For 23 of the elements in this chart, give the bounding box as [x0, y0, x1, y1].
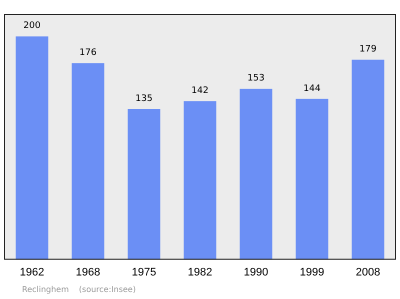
x-tick-label: 1968: [76, 266, 100, 278]
bar: [128, 108, 160, 260]
data-label: 153: [247, 74, 265, 84]
data-label: 176: [79, 48, 97, 58]
data-label: 200: [23, 21, 41, 32]
text: Reclinghem: [22, 285, 69, 294]
bar: [184, 101, 216, 260]
x-tick-label: 2008: [356, 266, 380, 278]
data-label: 144: [303, 84, 321, 94]
data-label: 142: [191, 86, 209, 96]
text: (source:Insee): [78, 285, 136, 294]
data-label: 179: [359, 44, 377, 55]
x-tick-label: 1962: [20, 266, 44, 278]
x-tick-label: 1990: [244, 266, 268, 278]
bar: [72, 63, 104, 260]
x-tick-label: 1975: [132, 266, 156, 278]
bar: [16, 36, 48, 260]
bar: [296, 98, 328, 260]
x-tick-label: 1999: [300, 266, 324, 278]
bar: [352, 60, 384, 260]
bar: [240, 88, 272, 260]
data-label: 135: [135, 94, 153, 104]
x-tick-label: 1982: [188, 266, 212, 278]
